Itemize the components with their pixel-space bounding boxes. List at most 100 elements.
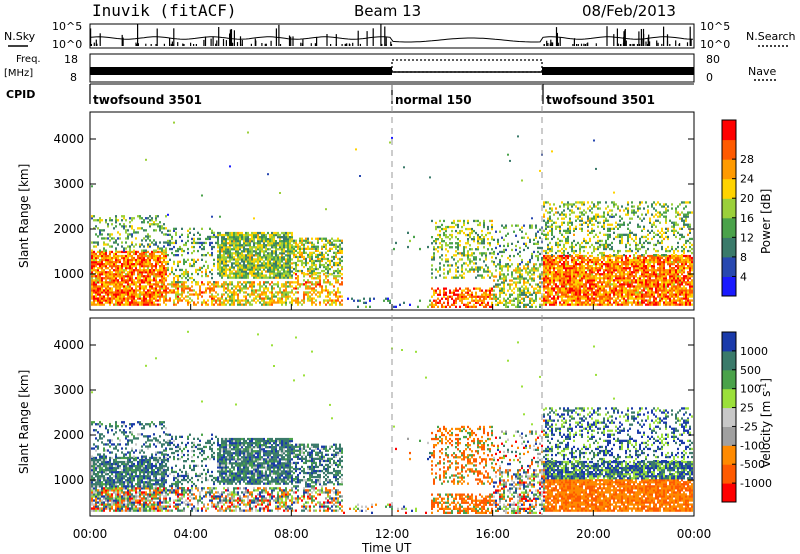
echo-cell xyxy=(527,267,529,270)
echo-cell xyxy=(573,269,575,272)
echo-cell xyxy=(463,297,465,300)
echo-cell xyxy=(511,279,513,282)
echo-cell xyxy=(271,231,273,235)
echo-cell xyxy=(569,229,571,232)
echo-cell xyxy=(117,303,119,306)
echo-cell xyxy=(163,277,165,280)
echo-cell xyxy=(155,273,157,276)
echo-cell xyxy=(597,291,599,294)
echo-cell xyxy=(235,254,237,257)
echo-cell xyxy=(149,239,151,242)
echo-cell xyxy=(547,301,549,304)
echo-cell xyxy=(161,269,163,272)
echo-cell xyxy=(211,276,213,280)
echo-cell xyxy=(525,232,527,235)
echo-cell xyxy=(251,238,253,241)
echo-cell xyxy=(565,239,567,243)
echo-cell xyxy=(483,221,485,225)
echo-cell xyxy=(137,289,139,292)
echo-cell xyxy=(503,248,505,252)
echo-cell xyxy=(221,256,223,259)
echo-cell xyxy=(471,291,473,294)
echo-cell xyxy=(91,185,93,188)
echo-cell xyxy=(527,295,529,298)
echo-cell xyxy=(587,258,589,262)
echo-cell xyxy=(547,256,549,260)
noise-bar xyxy=(630,44,632,46)
echo-cell xyxy=(483,240,485,243)
echo-cell xyxy=(263,287,265,290)
echo-cell xyxy=(539,303,541,306)
echo-cell xyxy=(601,277,603,280)
echo-cell xyxy=(547,201,549,204)
echo-cell xyxy=(153,283,155,286)
echo-cell xyxy=(263,254,265,257)
echo-cell xyxy=(581,213,583,216)
echo-cell xyxy=(341,239,343,242)
echo-cell xyxy=(103,289,105,292)
echo-cell xyxy=(153,265,155,268)
echo-cell xyxy=(221,244,223,247)
echo-cell xyxy=(165,269,167,272)
echo-cell xyxy=(153,289,155,292)
echo-cell xyxy=(573,265,575,268)
echo-cell xyxy=(579,201,581,204)
echo-cell xyxy=(91,217,93,220)
echo-cell xyxy=(147,256,149,260)
echo-cell xyxy=(533,267,535,270)
echo-cell xyxy=(137,285,139,288)
echo-cell xyxy=(299,301,301,304)
echo-cell xyxy=(147,243,149,246)
echo-cell xyxy=(223,250,225,253)
echo-cell xyxy=(155,303,157,306)
echo-cell xyxy=(115,247,117,250)
echo-cell xyxy=(249,240,251,243)
echo-cell xyxy=(481,229,483,233)
echo-cell xyxy=(549,295,551,298)
echo-cell xyxy=(165,247,167,250)
echo-cell xyxy=(551,258,553,262)
echo-cell xyxy=(517,305,519,308)
echo-cell xyxy=(485,270,487,273)
echo-cell xyxy=(547,269,549,272)
echo-cell xyxy=(271,289,273,292)
echo-cell xyxy=(155,289,157,292)
echo-cell xyxy=(245,242,247,245)
echo-cell xyxy=(171,247,173,251)
echo-cell xyxy=(573,279,575,282)
echo-cell xyxy=(551,150,553,153)
echo-cell xyxy=(479,295,481,298)
echo-cell xyxy=(603,297,605,300)
echo-cell xyxy=(131,271,133,274)
echo-cell xyxy=(587,287,589,290)
echo-cell xyxy=(223,299,225,302)
echo-cell xyxy=(91,289,93,292)
echo-cell xyxy=(103,299,105,302)
echo-cell xyxy=(301,272,303,275)
echo-cell xyxy=(563,285,565,288)
echo-cell xyxy=(579,295,581,298)
echo-cell xyxy=(241,270,243,273)
echo-cell xyxy=(591,301,593,304)
echo-cell xyxy=(301,253,303,257)
echo-cell xyxy=(137,227,139,230)
echo-cell xyxy=(123,249,125,252)
echo-cell xyxy=(97,256,99,260)
echo-cell xyxy=(455,305,457,308)
echo-cell xyxy=(161,260,163,264)
echo-cell xyxy=(465,242,467,245)
echo-cell xyxy=(315,265,317,269)
echo-cell xyxy=(149,301,151,304)
echo-cell xyxy=(159,254,161,258)
echo-cell xyxy=(575,254,577,257)
echo-cell xyxy=(185,287,187,290)
echo-cell xyxy=(329,303,331,306)
echo-cell xyxy=(235,244,237,247)
echo-cell xyxy=(443,291,445,294)
echo-cell xyxy=(239,242,241,245)
echo-cell xyxy=(217,297,219,300)
echo-cell xyxy=(301,241,303,244)
echo-cell xyxy=(593,281,595,284)
echo-cell xyxy=(589,245,591,249)
echo-cell xyxy=(543,267,545,270)
